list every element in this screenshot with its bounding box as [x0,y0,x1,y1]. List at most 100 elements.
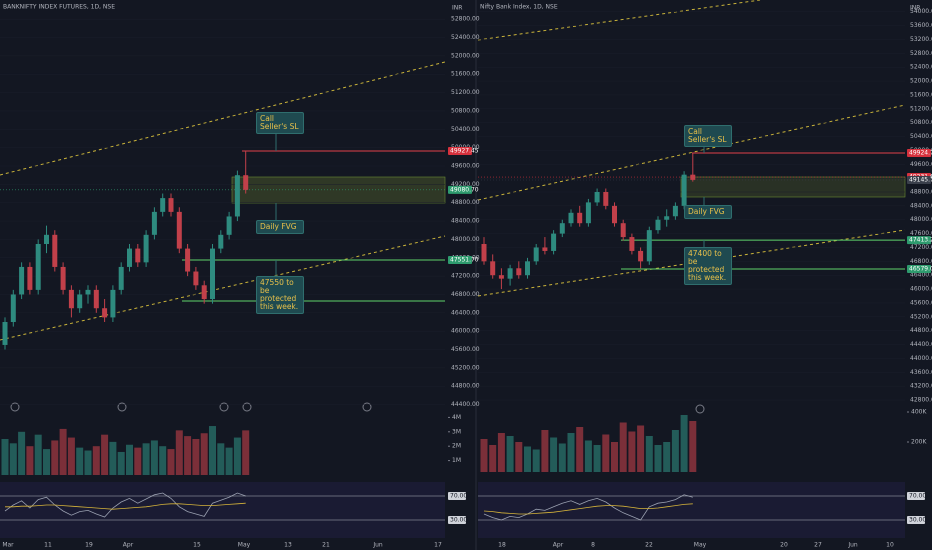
y-tick-label: 46800.00 [451,291,480,298]
volume-bar [558,443,566,472]
channel-line [0,61,446,176]
rsi-line [483,494,693,521]
volume-bar [142,443,150,475]
candle-body [638,250,644,262]
y-tick-label: 46000.00 [910,286,932,293]
price-label-bg [907,149,931,158]
date-label: 8 [591,542,595,549]
volume-tick-label: 200K [911,439,927,446]
volume-bar [92,446,100,475]
volume-bar [680,415,688,472]
date-label: Jun [847,542,858,549]
volume-bar [242,430,250,475]
candle-body [185,248,191,272]
volume-bar [150,440,158,475]
y-tick-label: 45200.00 [910,313,932,320]
date-label: 10 [886,542,894,549]
y-tick-label: 48400.00 [451,218,480,225]
volume-bar [654,445,662,472]
annotation: 47400 to be protected this week. [684,247,732,285]
volume-bar [117,451,125,475]
volume-tick-label: 400K [911,409,927,416]
volume-bar [134,447,142,475]
candle-body [226,216,232,235]
date-label: Apr [553,542,564,549]
volume-bar [645,436,653,472]
y-tick-label: 50800.00 [910,119,932,126]
candle-body [143,234,149,263]
candle-body [542,247,548,251]
event-icons [10,402,705,414]
volume-bar [1,439,9,475]
annotation: Call Seller's SL [256,112,304,134]
volume-bar [233,437,241,475]
panel-title: Nifty Bank Index, 1D, NSE [480,4,558,11]
date-label: 13 [284,542,292,549]
y-tick-label: 45200.00 [451,364,480,371]
volume-bar [9,443,17,475]
rsi-ma [483,503,693,515]
candle-body [533,247,539,262]
candle-body [60,266,66,290]
volume-bar [628,431,636,472]
y-tick-label: 47200.00 [451,273,480,280]
y-tick-label: 52800.00 [451,16,480,23]
y-tick-label: 44000.00 [910,355,932,362]
date-label: 18 [498,542,506,549]
volume-bar [497,433,505,472]
volume-bar [26,446,34,475]
volume-bar [59,428,67,475]
candle-body [672,205,678,217]
volume-bar [611,442,618,472]
candle-body [690,174,696,180]
y-tick-label: 45600.00 [910,299,932,306]
rsi-label-bg [907,516,925,524]
volume-bar [209,426,216,475]
volume-tick-label: 1M [452,457,461,464]
price-label: 47551.70 [450,256,479,263]
date-label: Mar [2,542,14,549]
y-tick-label: 46400.00 [910,272,932,279]
y-tick-label: 44400.00 [451,401,480,408]
volume-bar [550,437,558,472]
y-tick-label: 46400.00 [451,309,480,316]
candle-body [516,268,522,276]
y-tick-label: 48000.00 [451,236,480,243]
candle-body [525,261,530,276]
candle-body [160,198,166,212]
y-tick-label: 54000.00 [910,8,932,15]
candle-body [168,198,174,212]
fvg-box [231,176,446,204]
date-label: 19 [85,542,93,549]
volume-bar [51,440,59,475]
panel-title: BANKNIFTY INDEX FUTURES, 1D, NSE [3,4,115,11]
rsi-label-bg [448,492,466,500]
y-tick-label: 46800.00 [910,258,932,265]
volume-bar [192,439,200,475]
candle-body [490,261,496,276]
y-tick-label: 48800.00 [451,199,480,206]
candle-body [218,234,224,249]
y-tick-label: 45600.00 [451,346,480,353]
candle-body [102,308,108,318]
candle-body [594,191,600,203]
candle-body [193,271,199,286]
candle-body [646,230,652,262]
price-label-bg [448,185,472,194]
y-tick-label: 51600.00 [910,91,932,98]
rsi-level-label: 70.00 [450,493,467,500]
candle-body [77,294,83,309]
price-label: 49080.70 [450,186,479,193]
price-label: 46579.00 [909,265,932,272]
candle-body [110,289,116,318]
candle-body [612,205,617,224]
candle-body [629,237,635,251]
rsi-ma [5,502,246,510]
candle-body [118,266,124,290]
volume-bar [532,449,540,472]
annotation: Daily FVG [256,220,304,234]
candle-body [127,248,132,267]
volume-bar [671,430,679,472]
volume-bar [34,434,42,475]
